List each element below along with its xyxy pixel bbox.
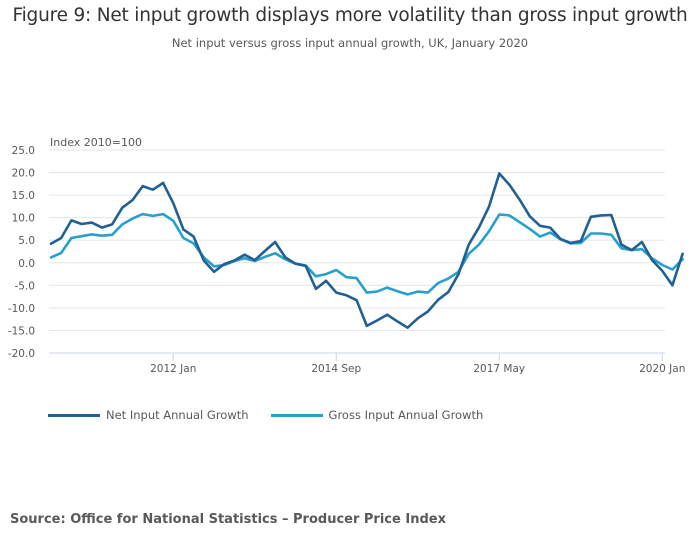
- y-tick-label: 25.0: [12, 145, 35, 157]
- series-lines: [49, 172, 684, 330]
- x-tick-label: 2012 Jan: [150, 363, 196, 375]
- x-tick-label: 2020 Jan: [639, 363, 685, 375]
- x-tick-label: 2017 May: [473, 363, 525, 375]
- y-axis-label: Index 2010=100: [50, 136, 142, 149]
- y-tick-label: -20.0: [8, 348, 35, 360]
- legend-swatch-net: [48, 413, 100, 417]
- legend-item-gross[interactable]: Gross Input Annual Growth: [270, 408, 484, 422]
- chart-subtitle: Net input versus gross input annual grow…: [171, 36, 529, 50]
- y-tick-label: 10.0: [12, 213, 35, 225]
- y-tick-label: 5.0: [18, 235, 35, 247]
- y-tick-label: -5.0: [15, 280, 36, 292]
- y-tick-label: 0.0: [18, 258, 35, 270]
- chart-title: Figure 9: Net input growth displays more…: [12, 5, 688, 26]
- legend-label-gross: Gross Input Annual Growth: [328, 408, 484, 422]
- y-tick-label: 20.0: [12, 168, 35, 180]
- y-tick-label: 15.0: [12, 190, 35, 202]
- series-line-net[interactable]: [49, 172, 684, 330]
- legend-item-net[interactable]: Net Input Annual Growth: [48, 408, 249, 422]
- y-tick-label: -15.0: [8, 325, 35, 337]
- source-note: Source: Office for National Statistics –…: [10, 512, 446, 527]
- legend-label-net: Net Input Annual Growth: [106, 408, 249, 422]
- x-tick-label: 2014 Sep: [311, 363, 361, 375]
- series-line-gross[interactable]: [49, 212, 684, 296]
- grid: [49, 149, 665, 354]
- legend: Net Input Annual Growth Gross Input Annu…: [48, 408, 505, 422]
- legend-swatch-gross: [270, 413, 323, 417]
- x-axis-ticks: 2012 Jan 2014 Sep 2017 May 2020 Jan: [150, 353, 685, 375]
- y-axis-ticks: 25.0 20.0 15.0 10.0 5.0 0.0 -5.0 -10.0 -15.0 -20.…: [8, 145, 35, 360]
- y-tick-label: -10.0: [8, 303, 35, 315]
